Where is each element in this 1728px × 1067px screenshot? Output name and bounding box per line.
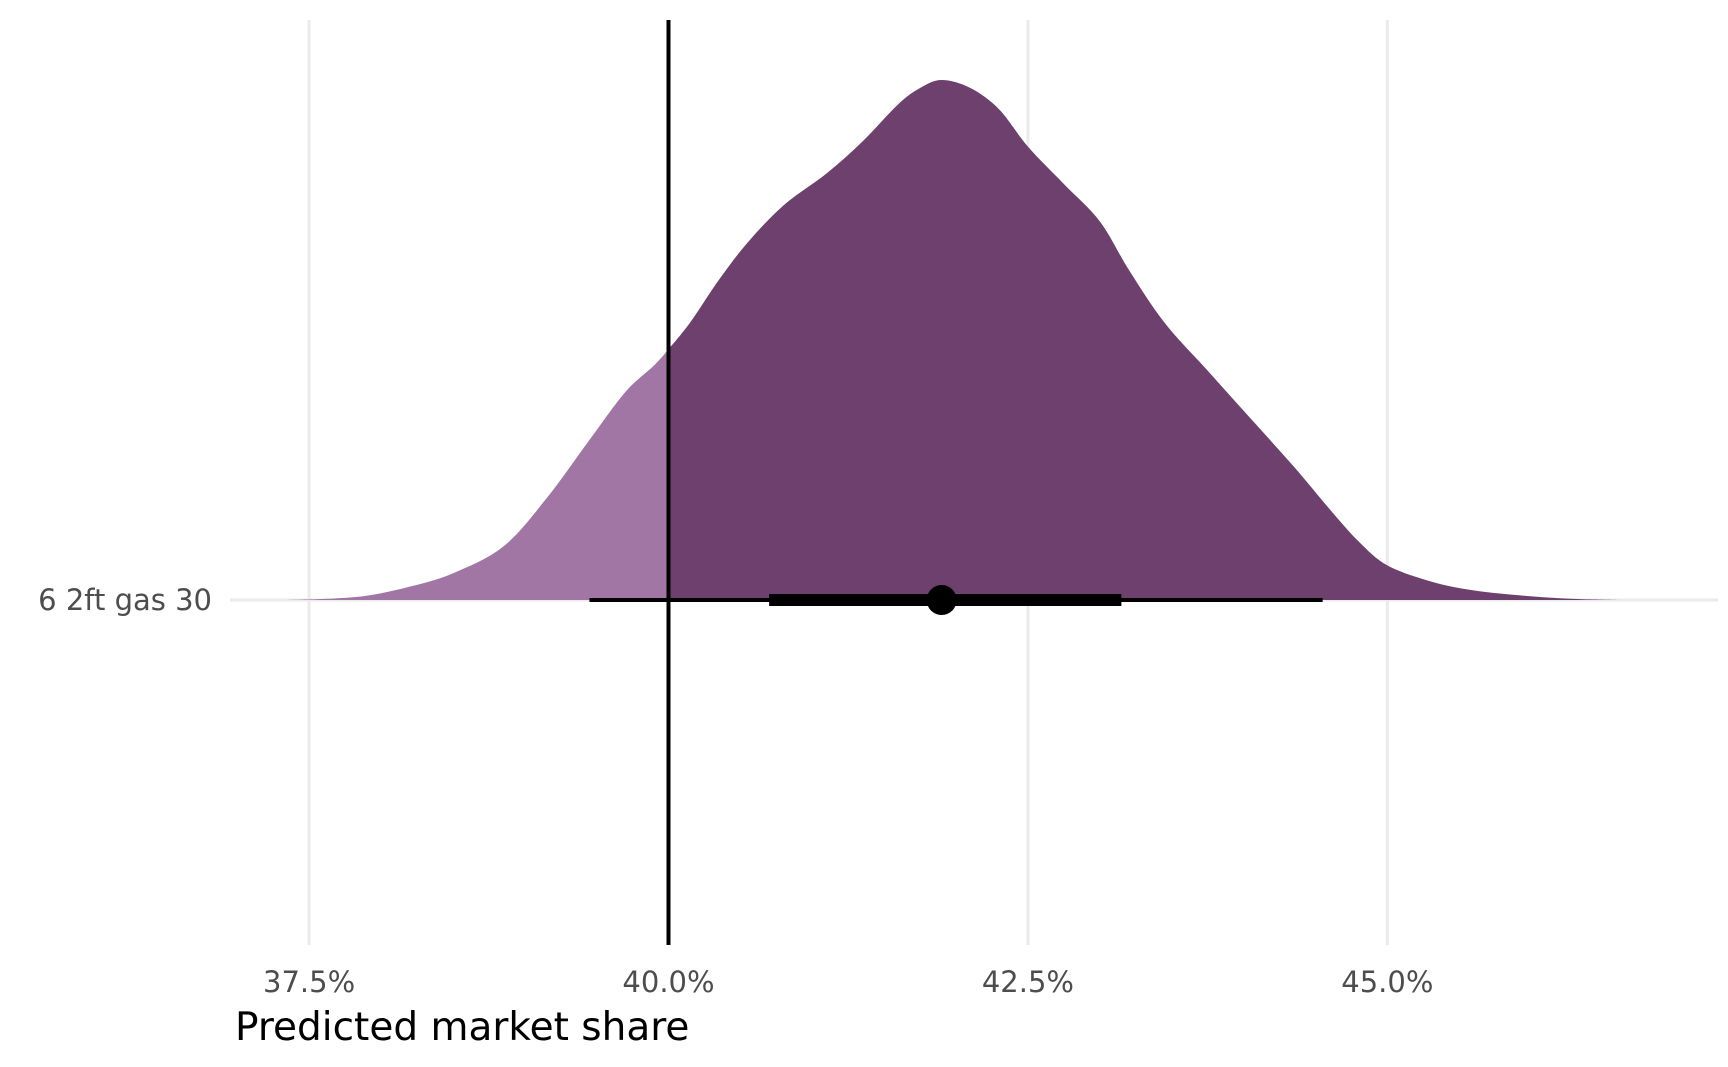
y-tick-label-0: 6 2ft gas 30 (38, 583, 212, 617)
density-below-threshold (287, 349, 669, 600)
x-axis-title: Predicted market share (235, 1005, 689, 1050)
density-above-threshold (668, 80, 1618, 600)
x-tick-label-2: 42.5% (982, 965, 1074, 999)
axis-labels: 37.5% 40.0% 42.5% 45.0% 6 2ft gas 30 Predicte… (38, 583, 1433, 1050)
x-tick-label-3: 45.0% (1341, 965, 1433, 999)
x-tick-label-1: 40.0% (622, 965, 714, 999)
point-interval (589, 585, 1323, 615)
density-area (287, 80, 1618, 600)
x-tick-label-0: 37.5% (263, 965, 355, 999)
point-estimate (926, 585, 957, 615)
